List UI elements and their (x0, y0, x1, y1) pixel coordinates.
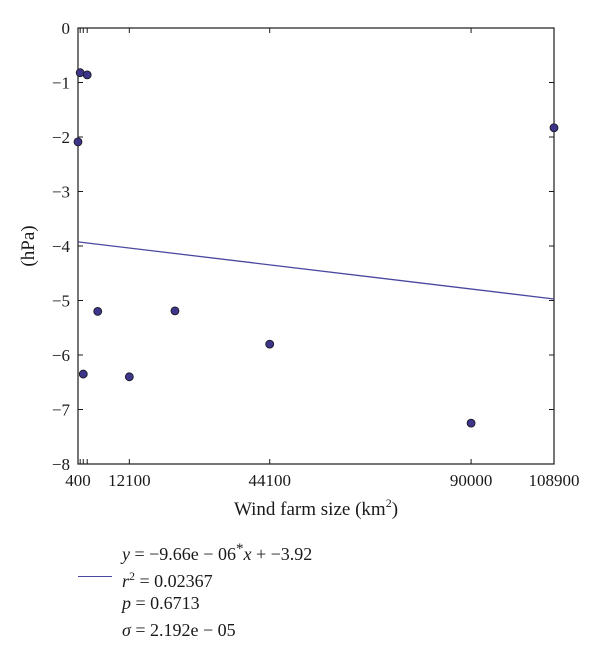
r-value: = 0.02367 (135, 571, 213, 591)
x-axis-title: Wind farm size (km2) (234, 496, 398, 520)
p-symbol: p (122, 593, 131, 613)
eq-star: * (235, 541, 244, 557)
data-point (78, 369, 88, 379)
data-point (549, 123, 559, 133)
data-points (73, 68, 559, 428)
equation-line: y = −9.66e − 06*x + −3.92 (78, 536, 498, 564)
data-point (466, 418, 476, 428)
y-tick-label: −5 (52, 292, 70, 311)
y-tick-label: −8 (52, 455, 70, 474)
y-tick-label: 0 (62, 19, 71, 38)
data-point (82, 70, 92, 80)
x-tick-label: 44100 (248, 471, 291, 490)
r-exp: 2 (129, 569, 136, 583)
y-axis: 0 −1 −2 −3 −4 −5 −6 −7 −8 (52, 19, 554, 474)
sigma-line: σ = 2.192e − 05 (78, 617, 498, 644)
p-value-line: p = 0.6713 (78, 590, 498, 617)
x-axis-title-close: ) (392, 499, 398, 520)
eq-end: + −3.92 (251, 544, 313, 564)
y-tick-label: −2 (52, 128, 70, 147)
fit-line-legend-swatch (78, 576, 112, 577)
y-tick-label: −3 (52, 183, 70, 202)
y-axis-title: (hPa) (18, 225, 39, 266)
y-tick-label: −4 (52, 237, 71, 256)
scatter-chart: 0 −1 −2 −3 −4 −5 −6 −7 −8 400 12100 44100 90000 1089… (18, 19, 580, 520)
y-tick-label: −7 (52, 401, 71, 420)
eq-x: x (243, 544, 252, 564)
x-tick-label: 90000 (450, 471, 493, 490)
x-tick-label: 400 (65, 471, 91, 490)
eq-mid: = −9.66e − 06 (130, 544, 236, 564)
data-point (73, 137, 83, 147)
fit-line (77, 241, 555, 300)
eq-y: y (122, 544, 130, 564)
x-axis-title-sup: 2 (386, 496, 392, 510)
r-symbol: r (122, 571, 130, 591)
data-point (93, 306, 103, 316)
p-value: = 0.6713 (131, 593, 200, 613)
data-point (265, 339, 275, 349)
x-axis-title-text: Wind farm size (km (234, 499, 386, 520)
x-tick-label: 108900 (529, 471, 580, 490)
sigma-symbol: σ (122, 620, 131, 640)
x-minor-ticks (79, 28, 88, 464)
y-tick-label: −1 (52, 74, 70, 93)
x-axis: 400 12100 44100 90000 108900 (65, 28, 580, 490)
data-point (170, 306, 180, 316)
legend-stats: y = −9.66e − 06*x + −3.92 r2 = 0.02367 p… (78, 536, 498, 644)
r-squared-line: r2 = 0.02367 (78, 563, 498, 591)
x-tick-label: 12100 (108, 471, 151, 490)
plot-frame (77, 27, 555, 465)
y-tick-label: −6 (52, 346, 70, 365)
sigma-value: = 2.192e − 05 (130, 620, 236, 640)
data-point (124, 372, 134, 382)
